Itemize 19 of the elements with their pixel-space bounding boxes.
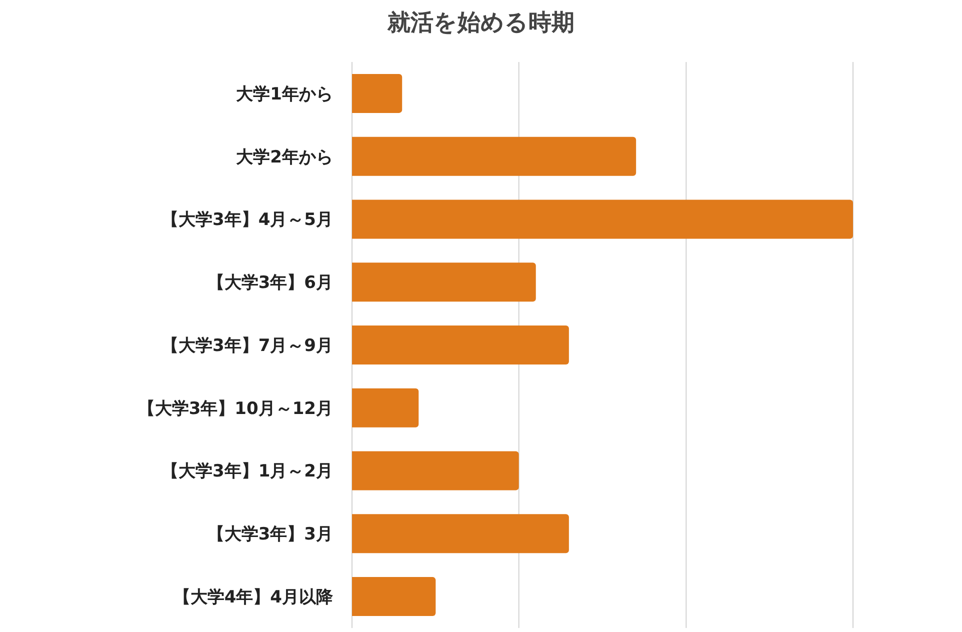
y-tick-label: 【大学3年】10月～12月	[138, 398, 333, 419]
y-tick-label: 【大学3年】7月～9月	[162, 336, 333, 356]
chart-title: 就活を始める時期	[386, 10, 574, 36]
y-tick-label: 【大学3年】4月～5月	[162, 210, 333, 230]
y-tick-label: 大学1年から	[236, 84, 333, 104]
bar	[352, 200, 853, 239]
bar	[352, 74, 402, 113]
bar	[352, 514, 569, 554]
bar	[352, 388, 419, 428]
y-tick-label: 【大学4年】4月以降	[173, 588, 334, 608]
bar	[352, 577, 436, 616]
bar	[352, 326, 569, 364]
y-tick-label: 【大学3年】6月	[207, 273, 333, 294]
bar	[352, 262, 536, 302]
bar	[352, 451, 519, 490]
y-tick-label: 大学2年から	[236, 147, 333, 168]
y-tick-label: 【大学3年】3月	[207, 524, 333, 545]
y-tick-label: 【大学3年】1月～2月	[162, 462, 333, 482]
bar	[352, 136, 636, 176]
